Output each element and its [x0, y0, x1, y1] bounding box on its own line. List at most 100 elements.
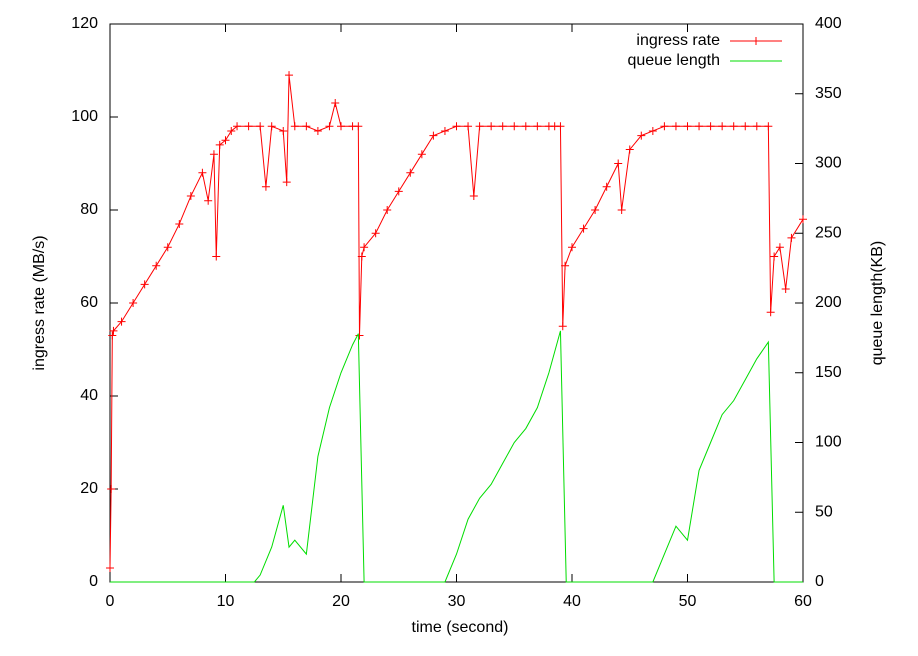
- y2-tick-label: 350: [815, 85, 842, 102]
- point-marker: [752, 122, 761, 131]
- point-marker: [695, 122, 704, 131]
- point-marker: [429, 131, 438, 140]
- point-marker: [108, 331, 117, 340]
- plot-frame: [109, 23, 804, 583]
- point-marker: [781, 285, 790, 294]
- y2-tick-label: 200: [815, 294, 842, 311]
- y2-tick-label: 300: [815, 155, 842, 172]
- x-tick-label: 40: [563, 593, 581, 610]
- point-marker: [337, 122, 345, 131]
- y2-tick-label: 100: [815, 434, 842, 451]
- point-marker: [775, 243, 784, 252]
- point-marker: [221, 136, 230, 145]
- point-marker: [417, 150, 426, 159]
- point-marker: [706, 122, 715, 131]
- legend-label: ingress rate: [636, 32, 720, 49]
- point-marker: [302, 122, 311, 131]
- point-marker: [325, 122, 334, 131]
- point-marker: [109, 326, 118, 335]
- y-tick-label: 40: [80, 387, 98, 404]
- point-marker: [741, 122, 750, 131]
- y2-tick-label: 50: [815, 503, 833, 520]
- point-marker: [279, 126, 288, 135]
- point-marker: [313, 126, 322, 135]
- point-marker: [107, 485, 116, 493]
- x-tick-label: 0: [106, 593, 115, 610]
- point-marker: [215, 140, 224, 149]
- point-marker: [660, 122, 669, 131]
- point-marker: [487, 122, 496, 131]
- point-marker: [561, 261, 570, 270]
- point-marker: [354, 122, 363, 131]
- y2-tick-label: 400: [815, 15, 842, 32]
- point-marker: [152, 261, 161, 270]
- y-tick-label: 0: [89, 573, 98, 590]
- point-marker: [106, 564, 114, 573]
- point-marker: [464, 122, 473, 131]
- point-marker: [285, 71, 294, 80]
- point-marker: [469, 192, 478, 201]
- point-marker: [256, 122, 265, 131]
- series-line: [110, 330, 803, 583]
- point-marker: [568, 243, 576, 252]
- point-marker: [452, 122, 461, 131]
- point-marker: [671, 122, 680, 131]
- y2-tick-label: 150: [815, 364, 842, 381]
- point-marker: [764, 122, 773, 131]
- point-marker: [533, 122, 542, 131]
- point-marker: [198, 168, 207, 177]
- point-marker: [787, 233, 796, 242]
- point-marker: [371, 229, 380, 238]
- point-marker: [556, 122, 565, 131]
- point-marker: [394, 187, 403, 196]
- point-marker: [233, 122, 242, 131]
- point-marker: [579, 224, 588, 233]
- point-marker: [498, 122, 507, 131]
- point-marker: [204, 196, 213, 205]
- y-axis-label: ingress rate (MB/s): [31, 235, 48, 370]
- point-marker: [406, 168, 415, 177]
- point-marker: [357, 252, 366, 261]
- point-marker: [267, 122, 276, 131]
- point-marker: [637, 131, 646, 140]
- point-marker: [521, 122, 530, 131]
- legend-swatch: [752, 37, 760, 45]
- point-marker: [244, 122, 253, 131]
- point-marker: [729, 122, 738, 131]
- point-marker: [683, 122, 692, 131]
- point-marker: [175, 219, 184, 228]
- x-tick-label: 50: [679, 593, 697, 610]
- series-line: [109, 75, 804, 569]
- y-tick-label: 120: [71, 15, 98, 32]
- point-marker: [282, 178, 291, 187]
- x-tick-label: 20: [332, 593, 350, 610]
- point-marker: [766, 308, 775, 317]
- y-tick-label: 100: [71, 108, 98, 125]
- point-marker: [331, 99, 340, 108]
- point-marker: [770, 252, 779, 261]
- x-tick-label: 10: [217, 593, 235, 610]
- point-marker: [355, 331, 364, 340]
- x-axis-label: time (second): [412, 619, 509, 636]
- point-marker: [510, 122, 519, 131]
- y2-axis-label: queue length(KB): [869, 241, 886, 366]
- point-marker: [799, 215, 807, 224]
- point-marker: [718, 122, 727, 131]
- point-marker: [163, 243, 172, 252]
- point-marker: [558, 322, 567, 331]
- point-marker: [261, 182, 270, 191]
- y2-tick-label: 250: [815, 224, 842, 241]
- point-marker: [614, 159, 623, 168]
- y-tick-label: 20: [80, 480, 98, 497]
- point-marker: [117, 317, 126, 326]
- point-marker: [648, 126, 657, 135]
- point-marker: [475, 122, 484, 131]
- x-tick-label: 60: [794, 593, 812, 610]
- point-marker: [209, 150, 218, 159]
- y-tick-label: 60: [80, 294, 98, 311]
- x-tick-label: 30: [448, 593, 466, 610]
- point-marker: [602, 182, 611, 191]
- point-marker: [591, 206, 600, 214]
- y2-tick-label: 0: [815, 573, 824, 590]
